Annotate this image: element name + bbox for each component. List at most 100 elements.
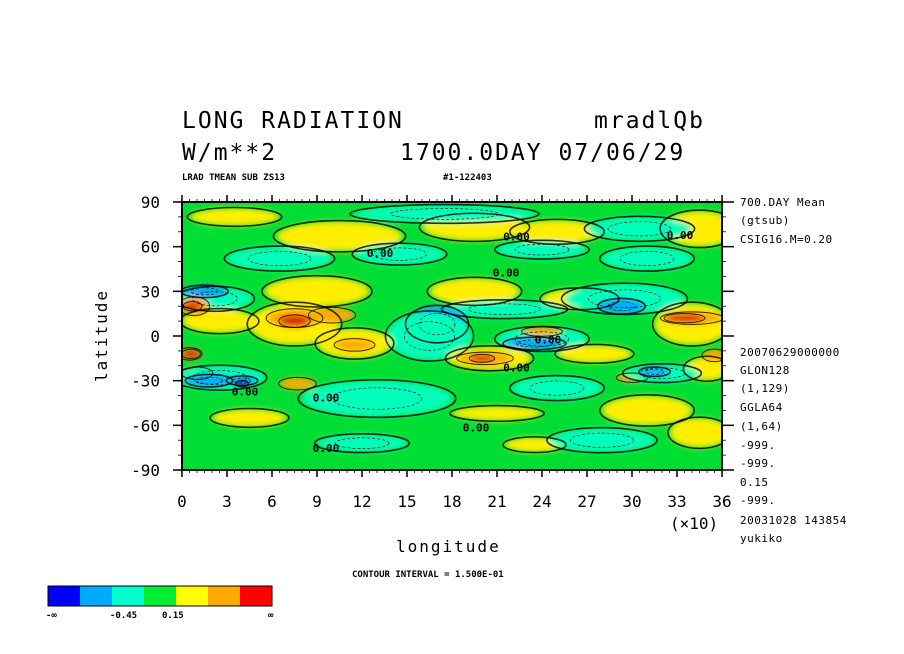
contour-label: 0.00 — [232, 386, 259, 399]
contour-line — [384, 310, 475, 362]
contour-line — [297, 378, 457, 419]
colorbar-label: ∞ — [268, 611, 274, 621]
contour-line-negative — [331, 387, 423, 410]
contour-line — [598, 394, 696, 427]
contour-line — [182, 284, 229, 299]
info-user: yukiko — [740, 532, 783, 545]
contour-line — [660, 311, 722, 325]
colorbar-swatch — [176, 586, 208, 606]
contour-line-negative — [570, 432, 634, 448]
x-tick-label: 0 — [177, 492, 187, 511]
field-region — [504, 437, 565, 453]
y-tick-label: -60 — [131, 416, 160, 435]
contour-line — [663, 312, 706, 324]
info-date: 20070629000000 — [740, 346, 840, 359]
contour-label: 0.00 — [667, 229, 694, 242]
contour-line-negative — [247, 251, 312, 267]
contour-line — [667, 416, 722, 450]
y-tick-label: 60 — [141, 238, 160, 257]
contour-line — [701, 348, 722, 363]
field-region — [602, 246, 692, 271]
field-region — [549, 428, 655, 453]
contour-line — [182, 307, 260, 335]
contour-line-negative — [514, 243, 570, 256]
y-tick-label: 0 — [150, 327, 160, 346]
field-region — [212, 408, 287, 427]
contour-label: 0.00 — [493, 266, 520, 279]
field-region — [497, 240, 587, 259]
contour-line — [621, 363, 703, 384]
x-tick-label: 15 — [397, 492, 416, 511]
contour-line — [468, 353, 496, 363]
info-mean: 700.DAY Mean — [740, 196, 826, 209]
contour-line — [272, 219, 407, 253]
contour-label: 0.00 — [367, 247, 394, 260]
colorbar-swatch — [240, 586, 272, 606]
y-tick-label: -90 — [131, 461, 160, 480]
field-region — [512, 376, 602, 401]
field-region — [186, 374, 232, 387]
contour-line — [307, 306, 357, 324]
chart-title: LONG RADIATION — [182, 108, 404, 134]
contour-line — [182, 296, 211, 317]
contour-line — [182, 348, 201, 360]
contour-line-negative — [390, 208, 499, 220]
contour-line-negative — [334, 437, 390, 449]
field-region — [227, 246, 332, 271]
field-region — [452, 405, 542, 421]
field-region — [599, 298, 644, 314]
contour-line — [426, 276, 523, 307]
contour-line — [521, 326, 563, 337]
contour-line-negative — [192, 291, 238, 307]
contour-line — [440, 299, 569, 320]
field-region — [317, 434, 407, 453]
x-tick-label: 21 — [487, 492, 506, 511]
x-axis-ticks: 0 3 6 9 12 15 18 21 24 27 30 33 36 — [177, 195, 732, 511]
x-tick-label: 18 — [442, 492, 461, 511]
contour-line — [659, 209, 722, 249]
contour-line — [444, 345, 535, 372]
contour-label: 0.00 — [535, 333, 562, 346]
contour-label: 0.00 — [313, 392, 340, 405]
contour-line — [314, 327, 395, 360]
contour-line-negative — [190, 287, 219, 296]
field-region — [189, 207, 280, 226]
contour-label: 0.00 — [503, 231, 530, 244]
x-tick-label: 6 — [267, 492, 277, 511]
contour-line-negative — [529, 380, 585, 396]
field-region — [512, 219, 602, 244]
contour-line-negative — [645, 368, 664, 375]
field-region — [264, 276, 370, 307]
contour-line-negative — [195, 376, 223, 385]
contour-label: 0.00 — [313, 442, 340, 455]
x-tick-label: 3 — [222, 492, 232, 511]
field-region — [702, 349, 722, 362]
x-tick-label: 27 — [577, 492, 596, 511]
field-region — [602, 395, 692, 426]
field-region — [354, 204, 535, 223]
contour-line-negative — [403, 321, 455, 351]
colorbar-swatch — [112, 586, 144, 606]
field-region — [309, 307, 355, 323]
colorbar-swatch — [80, 586, 112, 606]
contour-line-negative — [192, 370, 247, 386]
x-tick-label: 33 — [667, 492, 686, 511]
colorbar-label: 0.15 — [162, 611, 184, 621]
contour-line-negative — [607, 221, 672, 237]
x-tick-label: 12 — [352, 492, 371, 511]
field-region — [335, 338, 374, 351]
x-tick-label: 9 — [312, 492, 322, 511]
field-region — [182, 349, 200, 359]
contour-line — [615, 372, 649, 383]
y-tick-label: 30 — [141, 282, 160, 301]
info-created: 20031028 143854 — [740, 514, 847, 527]
contour-line — [278, 376, 317, 391]
y-tick-label: 90 — [141, 193, 160, 212]
run-id: mradlQb — [594, 108, 705, 134]
contour-line — [583, 215, 696, 243]
field-region — [276, 221, 403, 252]
contour-line — [508, 374, 606, 402]
contour-line — [502, 336, 567, 351]
contour-line — [637, 366, 672, 378]
field-region — [470, 354, 494, 363]
